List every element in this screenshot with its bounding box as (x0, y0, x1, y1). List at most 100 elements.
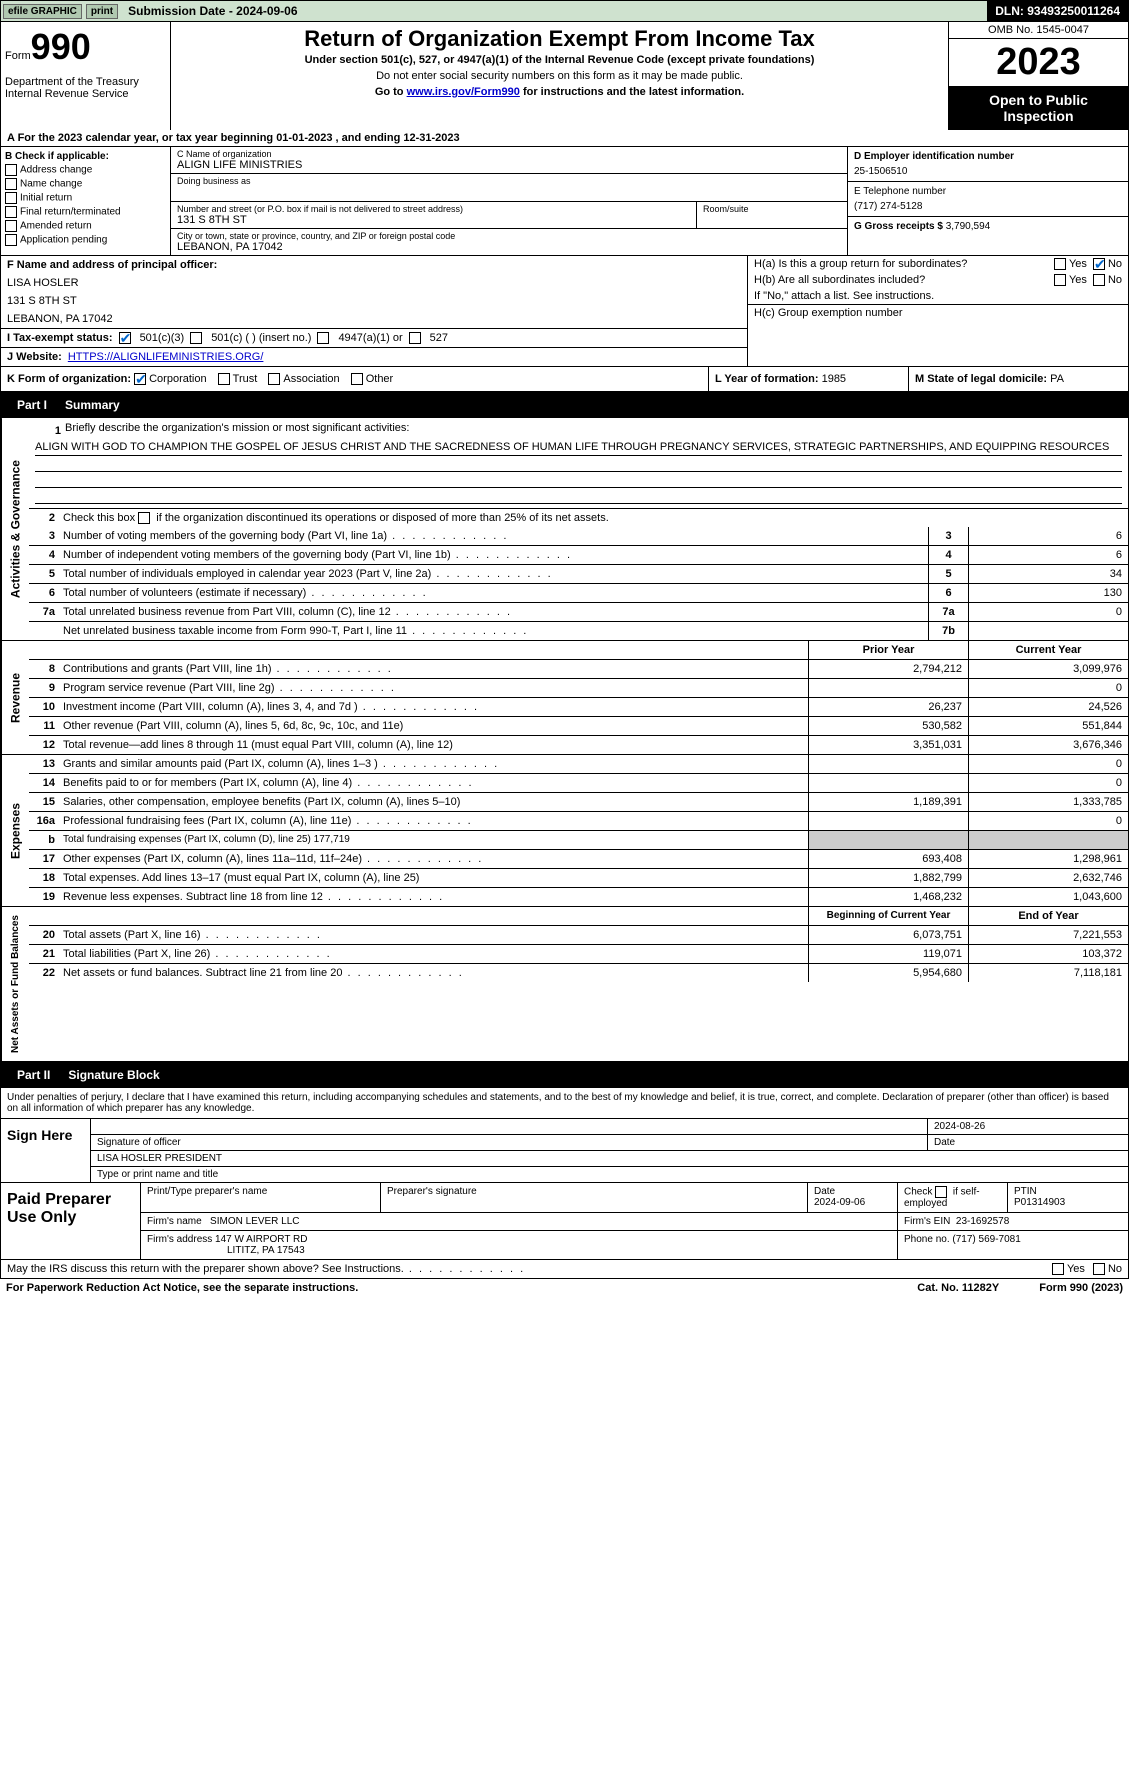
form-reference: Form 990 (2023) (1039, 1282, 1123, 1294)
cb-trust[interactable] (218, 373, 230, 385)
city-cell: City or town, state or province, country… (171, 229, 847, 255)
line-12-desc: Total revenue—add lines 8 through 11 (mu… (59, 736, 808, 754)
line-15-prior: 1,189,391 (808, 793, 968, 811)
cb-other[interactable] (351, 373, 363, 385)
line-17-curr: 1,298,961 (968, 850, 1128, 868)
cb-amended-return[interactable]: Amended return (5, 220, 166, 232)
cb-discuss-no[interactable] (1093, 1263, 1105, 1275)
room-suite-cell: Room/suite (697, 202, 847, 228)
line-21-prior: 119,071 (808, 945, 968, 963)
line-12-curr: 3,676,346 (968, 736, 1128, 754)
section-i: I Tax-exempt status: 501(c)(3) 501(c) ( … (1, 329, 747, 348)
cb-ha-yes[interactable] (1054, 258, 1066, 270)
cat-number: Cat. No. 11282Y (917, 1282, 999, 1294)
cb-association[interactable] (268, 373, 280, 385)
mission-blank-2 (35, 472, 1122, 488)
line-1-num: 1 (35, 422, 65, 440)
type-print-label: Type or print name and title (91, 1167, 1128, 1182)
tax-year: 2023 (949, 39, 1128, 86)
section-f: F Name and address of principal officer:… (1, 256, 747, 329)
org-name: ALIGN LIFE MINISTRIES (177, 159, 841, 171)
line-1-label: Briefly describe the organization's miss… (65, 422, 409, 440)
ein-label: D Employer identification number (854, 151, 1122, 162)
line-9-curr: 0 (968, 679, 1128, 697)
dba-cell: Doing business as (171, 174, 847, 202)
info-grid-top: B Check if applicable: Address change Na… (0, 147, 1129, 256)
form-number: 990 (31, 26, 91, 67)
section-klm: K Form of organization: Corporation Trus… (0, 367, 1129, 392)
cb-527[interactable] (409, 332, 421, 344)
part-1-label: Part I (9, 396, 55, 414)
prep-name-label: Print/Type preparer's name (141, 1183, 381, 1212)
print-button[interactable]: print (86, 4, 118, 19)
department-label: Department of the Treasury Internal Reve… (5, 76, 166, 100)
line-11-curr: 551,844 (968, 717, 1128, 735)
section-l: L Year of formation: 1985 (708, 367, 908, 391)
cb-501c3[interactable] (119, 332, 131, 344)
line-18-prior: 1,882,799 (808, 869, 968, 887)
line-18-curr: 2,632,746 (968, 869, 1128, 887)
line-19-prior: 1,468,232 (808, 888, 968, 906)
part-2-label: Part II (9, 1066, 58, 1084)
column-c: C Name of organization ALIGN LIFE MINIST… (171, 147, 848, 255)
cb-final-return[interactable]: Final return/terminated (5, 206, 166, 218)
irs-link[interactable]: www.irs.gov/Form990 (407, 86, 520, 98)
line-21-curr: 103,372 (968, 945, 1128, 963)
vtab-expenses: Expenses (1, 755, 29, 906)
org-name-label: C Name of organization (177, 149, 841, 159)
sig-officer-label: Signature of officer (91, 1135, 928, 1150)
ein-value: 25-1506510 (854, 162, 1122, 177)
cb-self-employed[interactable] (935, 1186, 947, 1198)
vtab-revenue: Revenue (1, 641, 29, 754)
col-begin-year: Beginning of Current Year (808, 907, 968, 925)
line-16a-desc: Professional fundraising fees (Part IX, … (59, 812, 808, 830)
vtab-activities: Activities & Governance (1, 418, 29, 640)
efile-graphic-button[interactable]: efile GRAPHIC (3, 4, 82, 19)
m-label: M State of legal domicile: (915, 373, 1047, 385)
website-link[interactable]: HTTPS://ALIGNLIFEMINISTRIES.ORG/ (68, 351, 264, 363)
link-suffix: for instructions and the latest informat… (520, 86, 744, 98)
section-a-tax-year: A For the 2023 calendar year, or tax yea… (0, 130, 1129, 147)
m-value: PA (1050, 373, 1064, 385)
col-b-label: B Check if applicable: (5, 151, 166, 162)
line-7a-val: 0 (968, 603, 1128, 621)
form-header: Form990 Department of the Treasury Inter… (0, 22, 1129, 130)
paid-preparer-label: Paid Preparer Use Only (1, 1183, 141, 1259)
dln-label: DLN: 93493250011264 (987, 1, 1128, 21)
firm-phone-cell: Phone no. (717) 569-7081 (898, 1231, 1128, 1259)
cb-initial-return[interactable]: Initial return (5, 192, 166, 204)
line-18-desc: Total expenses. Add lines 13–17 (must eq… (59, 869, 808, 887)
discuss-row: May the IRS discuss this return with the… (0, 1260, 1129, 1279)
hb-row: H(b) Are all subordinates included? Yes … (748, 272, 1128, 288)
cb-501c[interactable] (190, 332, 202, 344)
cb-ha-no[interactable] (1093, 258, 1105, 270)
line-20-curr: 7,221,553 (968, 926, 1128, 944)
col-prior-year: Prior Year (808, 641, 968, 659)
line-4-desc: Number of independent voting members of … (59, 546, 928, 564)
topbar: efile GRAPHIC print Submission Date - 20… (0, 0, 1129, 22)
cb-corporation[interactable] (134, 373, 146, 385)
hb-label: H(b) Are all subordinates included? (754, 274, 1054, 286)
cb-application-pending[interactable]: Application pending (5, 234, 166, 246)
line-2-desc: Check this box if the organization disco… (59, 509, 1128, 527)
cb-discontinued[interactable] (138, 512, 150, 524)
line-15-curr: 1,333,785 (968, 793, 1128, 811)
line-16a-curr: 0 (968, 812, 1128, 830)
cb-discuss-yes[interactable] (1052, 1263, 1064, 1275)
cb-4947[interactable] (317, 332, 329, 344)
sign-here-label: Sign Here (1, 1119, 91, 1182)
org-name-cell: C Name of organization ALIGN LIFE MINIST… (171, 147, 847, 174)
col-end-year: End of Year (968, 907, 1128, 925)
paperwork-notice: For Paperwork Reduction Act Notice, see … (6, 1282, 917, 1294)
discuss-label: May the IRS discuss this return with the… (7, 1263, 1052, 1275)
line-16a-prior (808, 812, 968, 830)
cb-address-change[interactable]: Address change (5, 164, 166, 176)
link-prefix: Go to (375, 86, 407, 98)
line-6-desc: Total number of volunteers (estimate if … (59, 584, 928, 602)
sign-here-table: Sign Here 2024-08-26 Signature of office… (1, 1118, 1128, 1182)
line-22-desc: Net assets or fund balances. Subtract li… (59, 964, 808, 982)
cb-hb-yes[interactable] (1054, 274, 1066, 286)
ha-row: H(a) Is this a group return for subordin… (748, 256, 1128, 272)
cb-name-change[interactable]: Name change (5, 178, 166, 190)
cb-hb-no[interactable] (1093, 274, 1105, 286)
